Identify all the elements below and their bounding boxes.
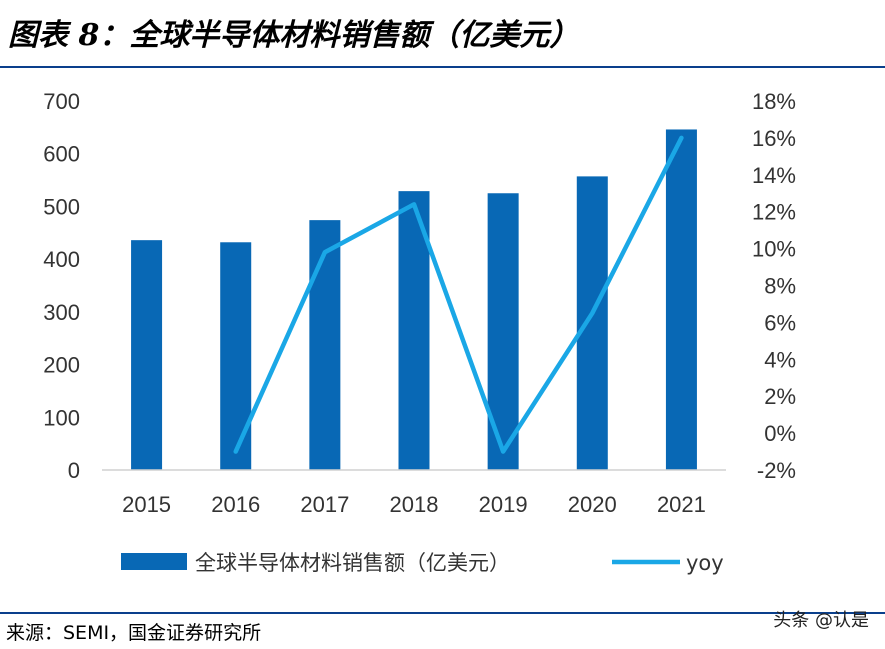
left-tick-label: 100 xyxy=(43,405,80,430)
bar-2019 xyxy=(487,193,519,470)
bar-2015 xyxy=(131,240,163,470)
right-axis-ticks: -2% 0% 2% 4% 6% 8% 10% 12% 14% 16% 18% xyxy=(752,89,796,483)
left-axis-ticks: 0 100 200 300 400 500 600 700 xyxy=(43,89,80,483)
x-tick-label: 2017 xyxy=(300,492,349,517)
x-tick-label: 2015 xyxy=(122,492,171,517)
right-tick-label: 6% xyxy=(764,310,796,335)
watermark: 头条 @认是 xyxy=(773,610,869,631)
yoy-line xyxy=(233,135,684,454)
title-bar: 图表 8：全球半导体材料销售额（亿美元） xyxy=(0,0,885,66)
right-tick-label: 18% xyxy=(752,89,796,114)
left-tick-label: 700 xyxy=(43,89,80,114)
x-tick-label: 2016 xyxy=(211,492,260,517)
chart-title: 图表 8：全球半导体材料销售额（亿美元） xyxy=(8,18,580,53)
left-tick-label: 0 xyxy=(68,458,80,483)
right-tick-label: 2% xyxy=(764,384,796,409)
bar-2021 xyxy=(665,129,697,471)
right-tick-label: 12% xyxy=(752,200,796,225)
legend-bar-label: 全球半导体材料销售额（亿美元） xyxy=(195,551,510,575)
left-tick-label: 200 xyxy=(43,353,80,378)
left-tick-label: 600 xyxy=(43,142,80,167)
top-rule xyxy=(0,66,885,68)
bar-2017 xyxy=(309,220,341,470)
right-tick-label: -2% xyxy=(757,458,796,483)
bar-2020 xyxy=(576,176,608,471)
x-tick-label: 2019 xyxy=(479,492,528,517)
left-tick-label: 300 xyxy=(43,300,80,325)
left-tick-label: 500 xyxy=(43,194,80,219)
right-tick-label: 10% xyxy=(752,237,796,262)
legend-line-label: yoy xyxy=(686,551,724,575)
x-tick-label: 2021 xyxy=(657,492,706,517)
right-tick-label: 0% xyxy=(764,421,796,446)
legend-bar-swatch xyxy=(121,553,187,570)
right-tick-label: 8% xyxy=(764,274,796,299)
source-note: 来源：SEMI，国金证券研究所 xyxy=(6,622,262,644)
bar-series xyxy=(131,129,697,471)
x-axis-ticks: 2015 2016 2017 2018 2019 2020 2021 xyxy=(122,492,706,517)
right-tick-label: 4% xyxy=(764,347,796,372)
x-tick-label: 2018 xyxy=(390,492,439,517)
legend: 全球半导体材料销售额（亿美元） yoy xyxy=(121,551,724,575)
right-tick-label: 14% xyxy=(752,163,796,188)
bar-2016 xyxy=(220,242,252,470)
x-tick-label: 2020 xyxy=(568,492,617,517)
left-tick-label: 400 xyxy=(43,247,80,272)
bottom-rule xyxy=(0,612,885,614)
right-tick-label: 16% xyxy=(752,126,796,151)
